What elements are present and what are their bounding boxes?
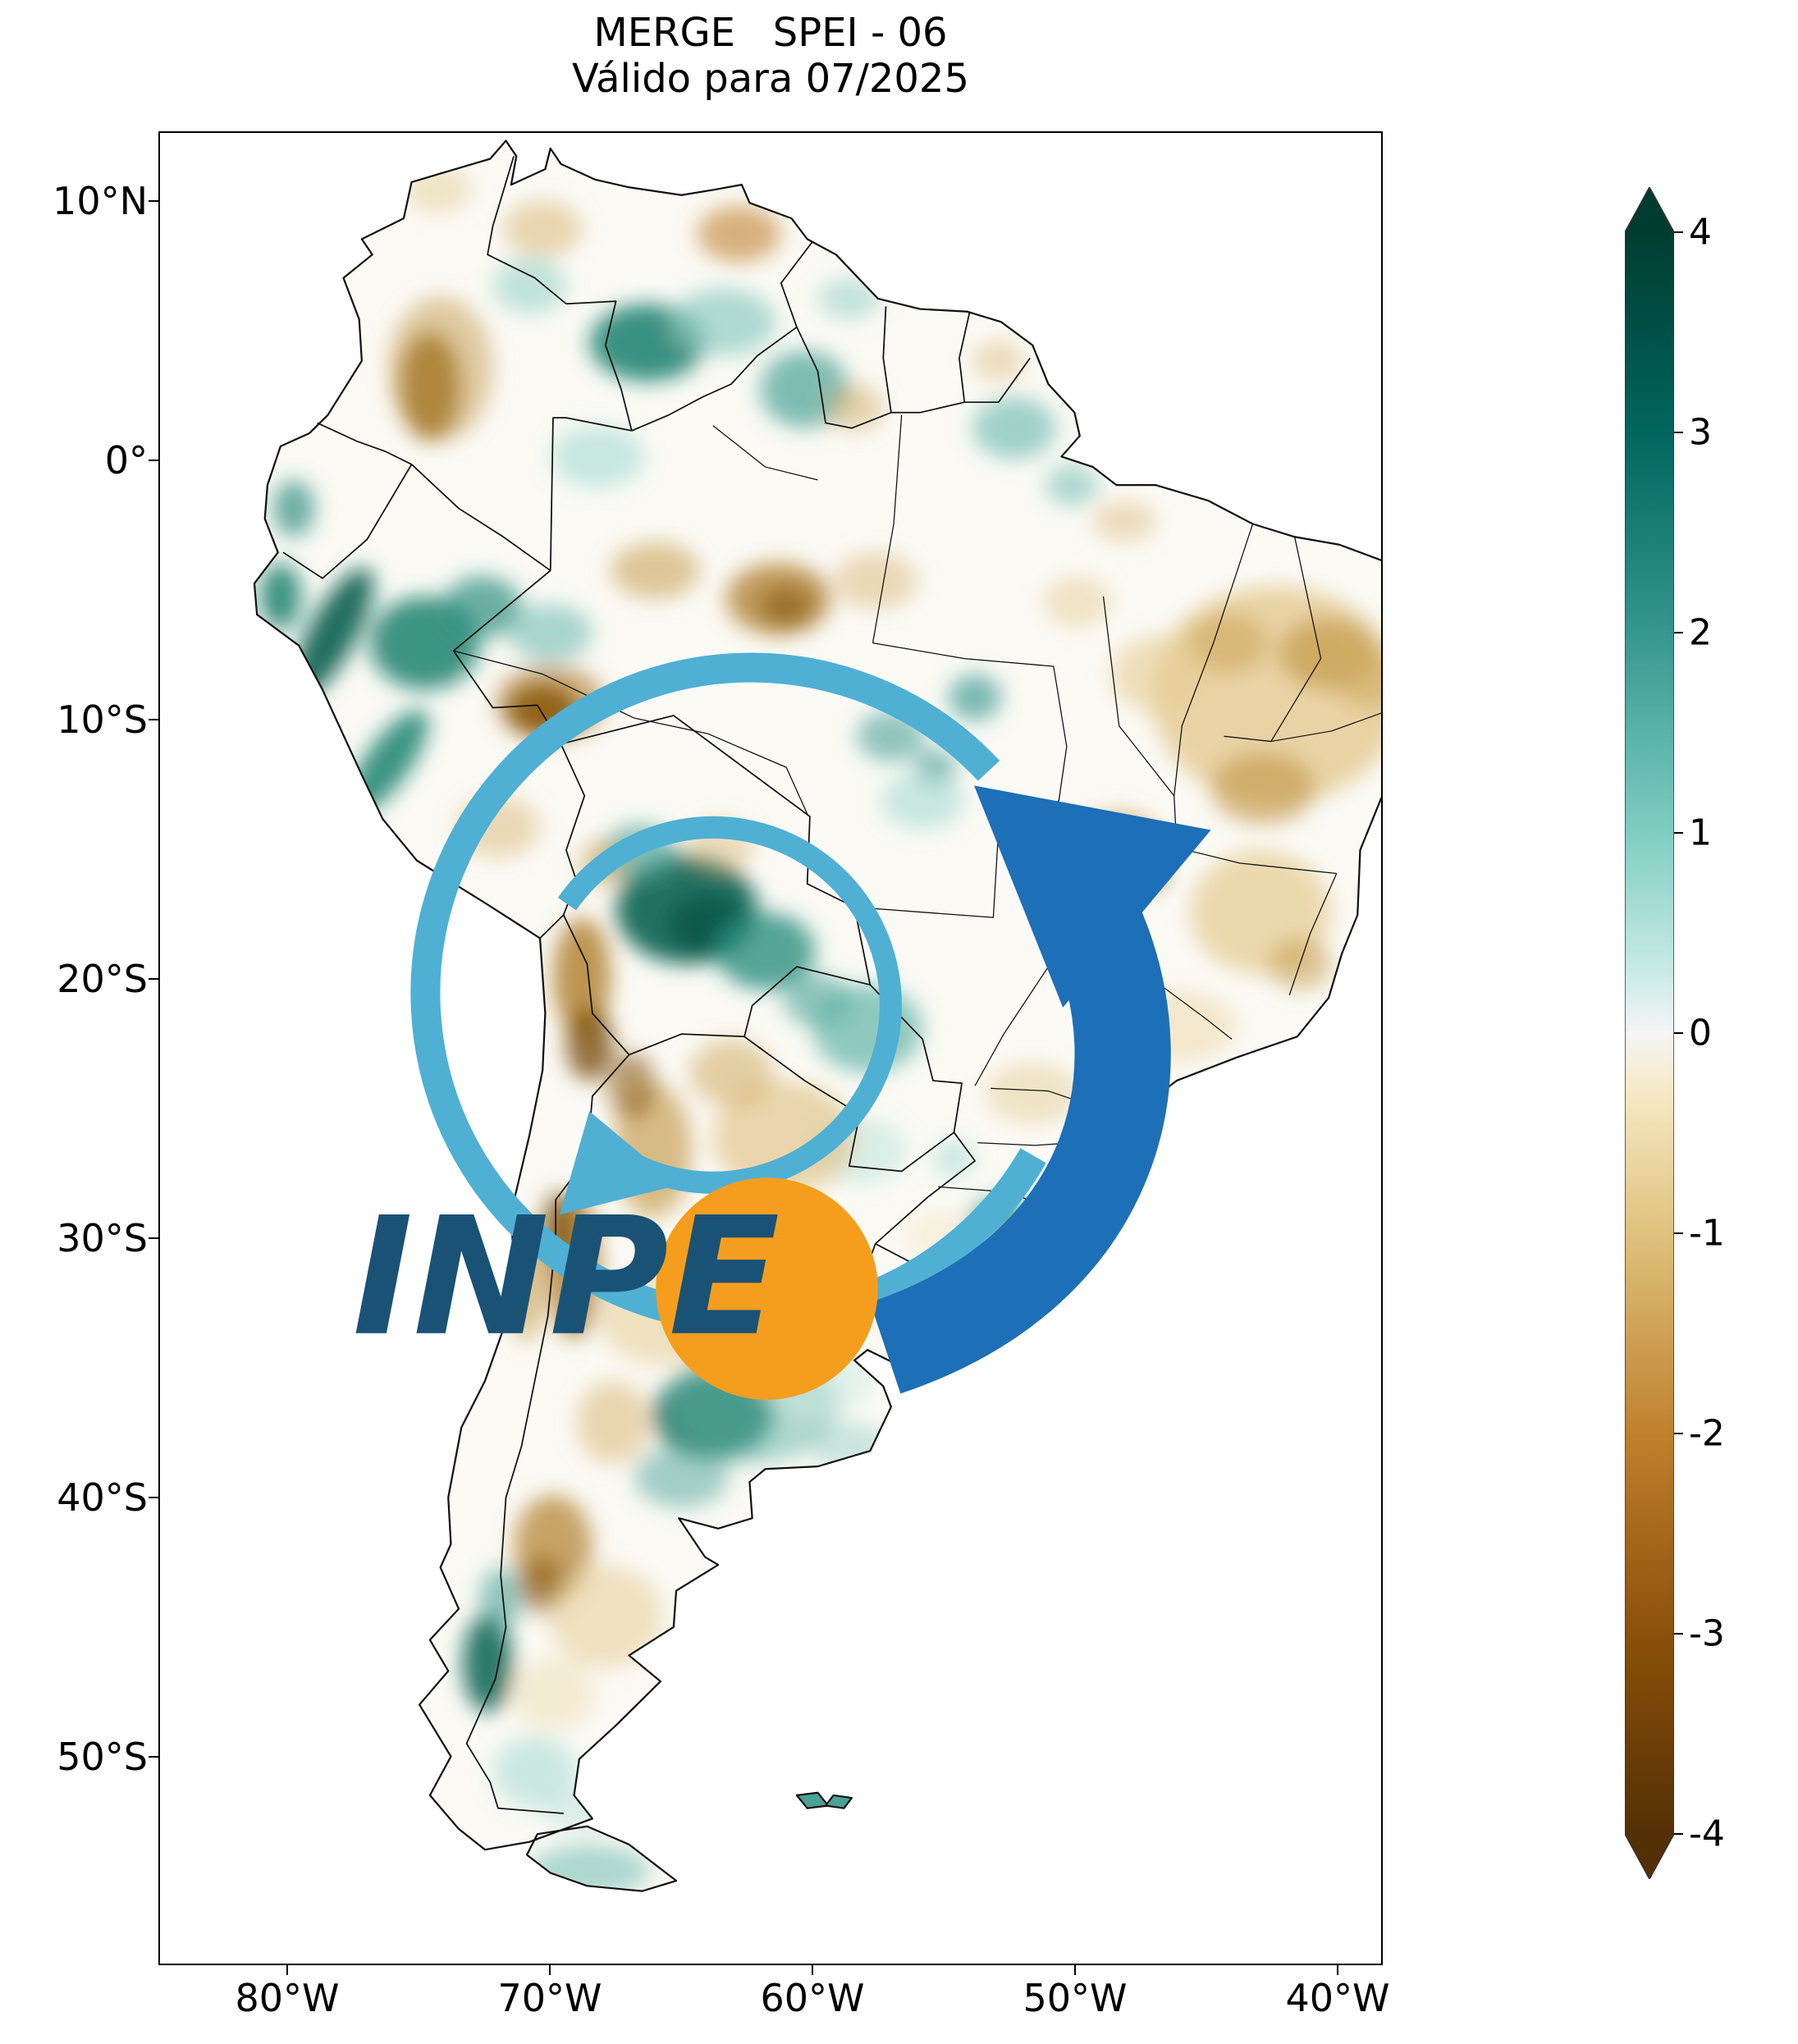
colorbar-tick-label: 0 bbox=[1689, 1012, 1712, 1054]
logo-inner-arrowhead bbox=[559, 1111, 679, 1215]
y-tick-mark bbox=[149, 460, 158, 461]
y-tick-label: 20°S bbox=[57, 957, 148, 1001]
colorbar-tick-mark bbox=[1674, 632, 1683, 633]
y-tick-label: 40°S bbox=[57, 1475, 148, 1520]
logo-arrow-shaft bbox=[869, 899, 1171, 1394]
colorbar-tick-label: -1 bbox=[1689, 1212, 1725, 1255]
y-tick-label: 30°S bbox=[57, 1216, 148, 1260]
inpe-logo: INPE bbox=[352, 652, 1211, 1400]
colorbar-tick-label: -3 bbox=[1689, 1612, 1725, 1655]
colorbar-tick-label: 2 bbox=[1689, 611, 1712, 654]
y-tick-mark bbox=[149, 978, 158, 980]
x-tick-mark bbox=[549, 1965, 551, 1975]
colorbar-tick-mark bbox=[1674, 231, 1683, 233]
falkland-island-east bbox=[824, 1794, 853, 1809]
y-tick-label: 10°N bbox=[53, 179, 148, 223]
colorbar-tick-mark bbox=[1674, 832, 1683, 834]
x-tick-label: 80°W bbox=[235, 1976, 340, 2020]
coastline bbox=[253, 139, 1381, 1892]
logo-text: INPE bbox=[352, 1182, 780, 1372]
y-tick-mark bbox=[149, 1756, 158, 1758]
y-tick-label: 0° bbox=[104, 438, 148, 482]
x-tick-mark bbox=[812, 1965, 813, 1975]
colorbar bbox=[1624, 185, 1675, 1881]
y-tick-mark bbox=[149, 1497, 158, 1498]
logo-arrowhead bbox=[974, 785, 1211, 1008]
x-tick-mark bbox=[286, 1965, 288, 1975]
y-tick-label: 50°S bbox=[57, 1735, 148, 1779]
logo-inner-arc bbox=[557, 816, 902, 1194]
colorbar-tick-label: -2 bbox=[1689, 1412, 1725, 1455]
x-tick-label: 70°W bbox=[497, 1976, 602, 2020]
south-america-spei-map bbox=[253, 139, 1381, 1892]
colorbar-tick-mark bbox=[1674, 1032, 1683, 1034]
x-tick-label: 60°W bbox=[760, 1976, 865, 2020]
logo-orange-ball bbox=[656, 1177, 878, 1400]
y-tick-mark bbox=[149, 200, 158, 202]
colorbar-tick-mark bbox=[1674, 1232, 1683, 1234]
colorbar-gradient-bar bbox=[1624, 185, 1675, 1881]
colorbar-tick-mark bbox=[1674, 1433, 1683, 1434]
colorbar-tick-label: 1 bbox=[1689, 812, 1712, 854]
figure-subtitle: Válido para 07/2025 bbox=[572, 56, 969, 102]
figure-title: MERGE SPEI - 06 bbox=[593, 10, 948, 56]
colorbar-tick-mark bbox=[1674, 432, 1683, 433]
x-tick-mark bbox=[1337, 1965, 1338, 1975]
x-tick-label: 40°W bbox=[1285, 1976, 1390, 2020]
y-tick-mark bbox=[149, 719, 158, 720]
spei-anomaly-blobs bbox=[259, 167, 1381, 1891]
y-tick-mark bbox=[149, 1237, 158, 1239]
x-tick-mark bbox=[1074, 1965, 1076, 1975]
map-plot-area: INPE bbox=[158, 131, 1383, 1965]
colorbar-tick-mark bbox=[1674, 1833, 1683, 1835]
colorbar-tick-label: 4 bbox=[1689, 211, 1712, 254]
colorbar-tick-label: -4 bbox=[1689, 1813, 1725, 1855]
x-tick-label: 50°W bbox=[1023, 1976, 1128, 2020]
y-tick-label: 10°S bbox=[57, 697, 148, 742]
colorbar-tick-mark bbox=[1674, 1633, 1683, 1635]
colorbar-tick-label: 3 bbox=[1689, 411, 1712, 454]
